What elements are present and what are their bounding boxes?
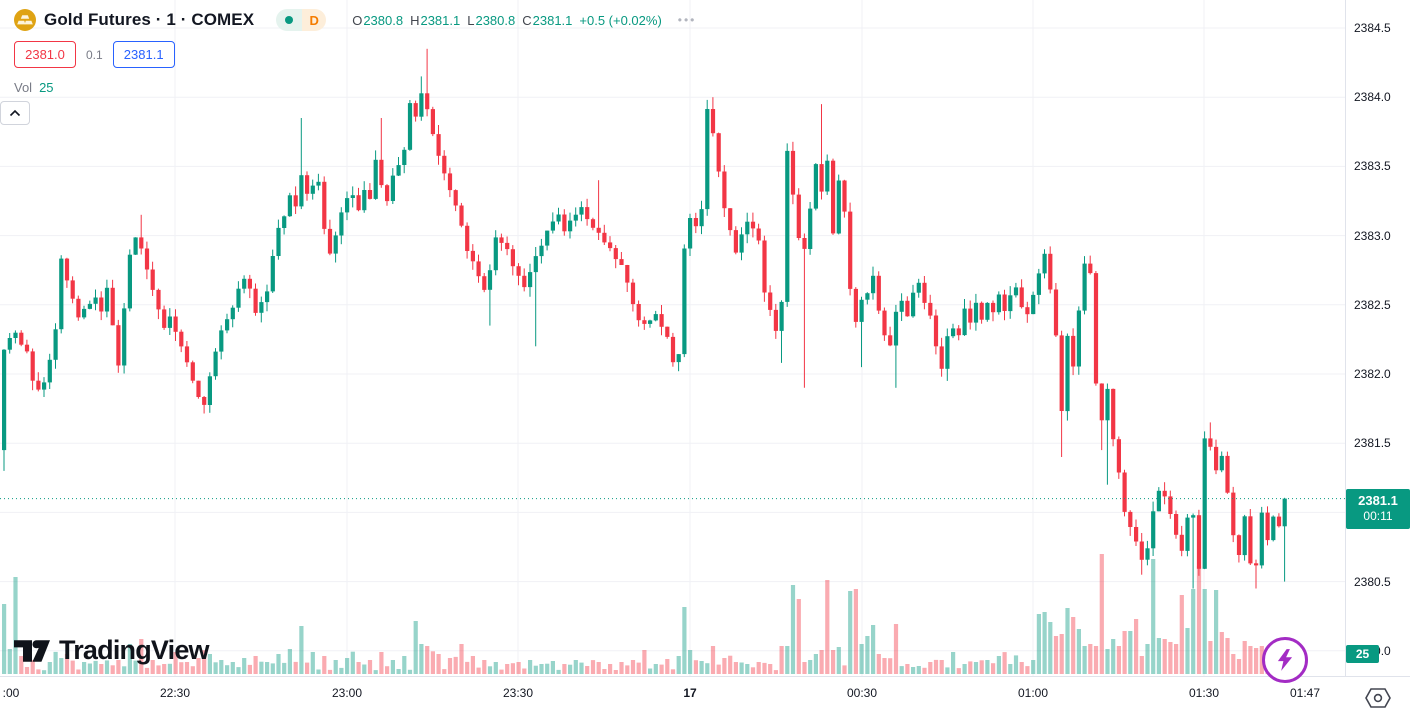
price-axis-label: 2382.5 (1354, 298, 1391, 312)
chart-legend: Gold Futures · 1 · COMEX D O2380.8 H2381… (14, 8, 696, 95)
close-label: C (522, 12, 532, 28)
candlestick-chart[interactable] (0, 0, 1345, 676)
volume-indicator-value: 25 (39, 80, 54, 95)
time-axis-label: 01:00 (1017, 686, 1049, 700)
open-label: O (352, 12, 363, 28)
price-axis-label: 2384.5 (1354, 21, 1391, 35)
instant-trading-button[interactable] (1262, 637, 1308, 683)
sell-bid-button[interactable]: 2381.0 (14, 41, 76, 68)
lightning-bolt-icon (1277, 649, 1293, 671)
gold-symbol-icon (14, 9, 36, 31)
market-status-pill[interactable]: D (276, 9, 327, 31)
price-axis-label: 2384.0 (1354, 90, 1391, 104)
high-value: 2381.1 (420, 12, 461, 28)
more-options-icon[interactable]: ••• (677, 13, 697, 27)
price-axis[interactable]: 2384.5 2384.0 2383.5 2383.0 2382.5 2382.0 2381… (1345, 0, 1410, 676)
ohlc-readout: O2380.8 H2381.1 L2380.8 C2381.1 +0.5 (+0… (352, 13, 662, 28)
volume-value-badge: 25 (1346, 645, 1379, 663)
current-price-badge: 2381.1 00:11 (1346, 489, 1410, 529)
current-price-value: 2381.1 (1358, 493, 1398, 508)
open-value: 2380.8 (363, 12, 404, 28)
volume-indicator-label[interactable]: Vol (14, 80, 33, 95)
high-label: H (410, 12, 420, 28)
spread-value: 0.1 (86, 47, 103, 62)
collapse-legend-button[interactable] (0, 101, 30, 125)
low-label: L (467, 12, 475, 28)
interval-badge: D (302, 9, 327, 31)
price-axis-label: 2383.5 (1354, 159, 1391, 173)
tradingview-logo[interactable]: TradingView (14, 635, 210, 666)
time-axis-label: :00 (2, 686, 20, 700)
buy-ask-button[interactable]: 2381.1 (112, 41, 175, 68)
close-value: 2381.1 (532, 12, 573, 28)
change-value: +0.5 (+0.02%) (579, 12, 662, 28)
tradingview-mark-icon (14, 639, 50, 662)
time-axis-label: 23:30 (502, 686, 534, 700)
price-axis-label: 2381.5 (1354, 436, 1391, 450)
chevron-up-icon (9, 109, 21, 117)
price-axis-label: 2380.5 (1354, 575, 1391, 589)
time-axis-label: 01:30 (1188, 686, 1220, 700)
price-axis-label: 2382.0 (1354, 367, 1391, 381)
time-axis-label: 17 (683, 686, 697, 700)
time-axis-label: 23:00 (331, 686, 363, 700)
price-axis-label: 2383.0 (1354, 229, 1391, 243)
tradingview-logo-text: TradingView (59, 635, 210, 665)
symbol-title[interactable]: Gold Futures · 1 · COMEX (44, 10, 255, 29)
bar-countdown: 00:11 (1363, 509, 1393, 523)
time-axis-label: 00:30 (846, 686, 878, 700)
time-axis[interactable]: :00 22:30 23:00 23:30 17 00:30 01:00 01:30 01:47 (0, 676, 1410, 714)
market-open-dot (276, 9, 303, 31)
time-axis-label: 01:47 (1289, 686, 1321, 700)
low-value: 2380.8 (475, 12, 516, 28)
hexagon-eye-icon[interactable] (1364, 687, 1392, 709)
time-axis-label: 22:30 (159, 686, 191, 700)
